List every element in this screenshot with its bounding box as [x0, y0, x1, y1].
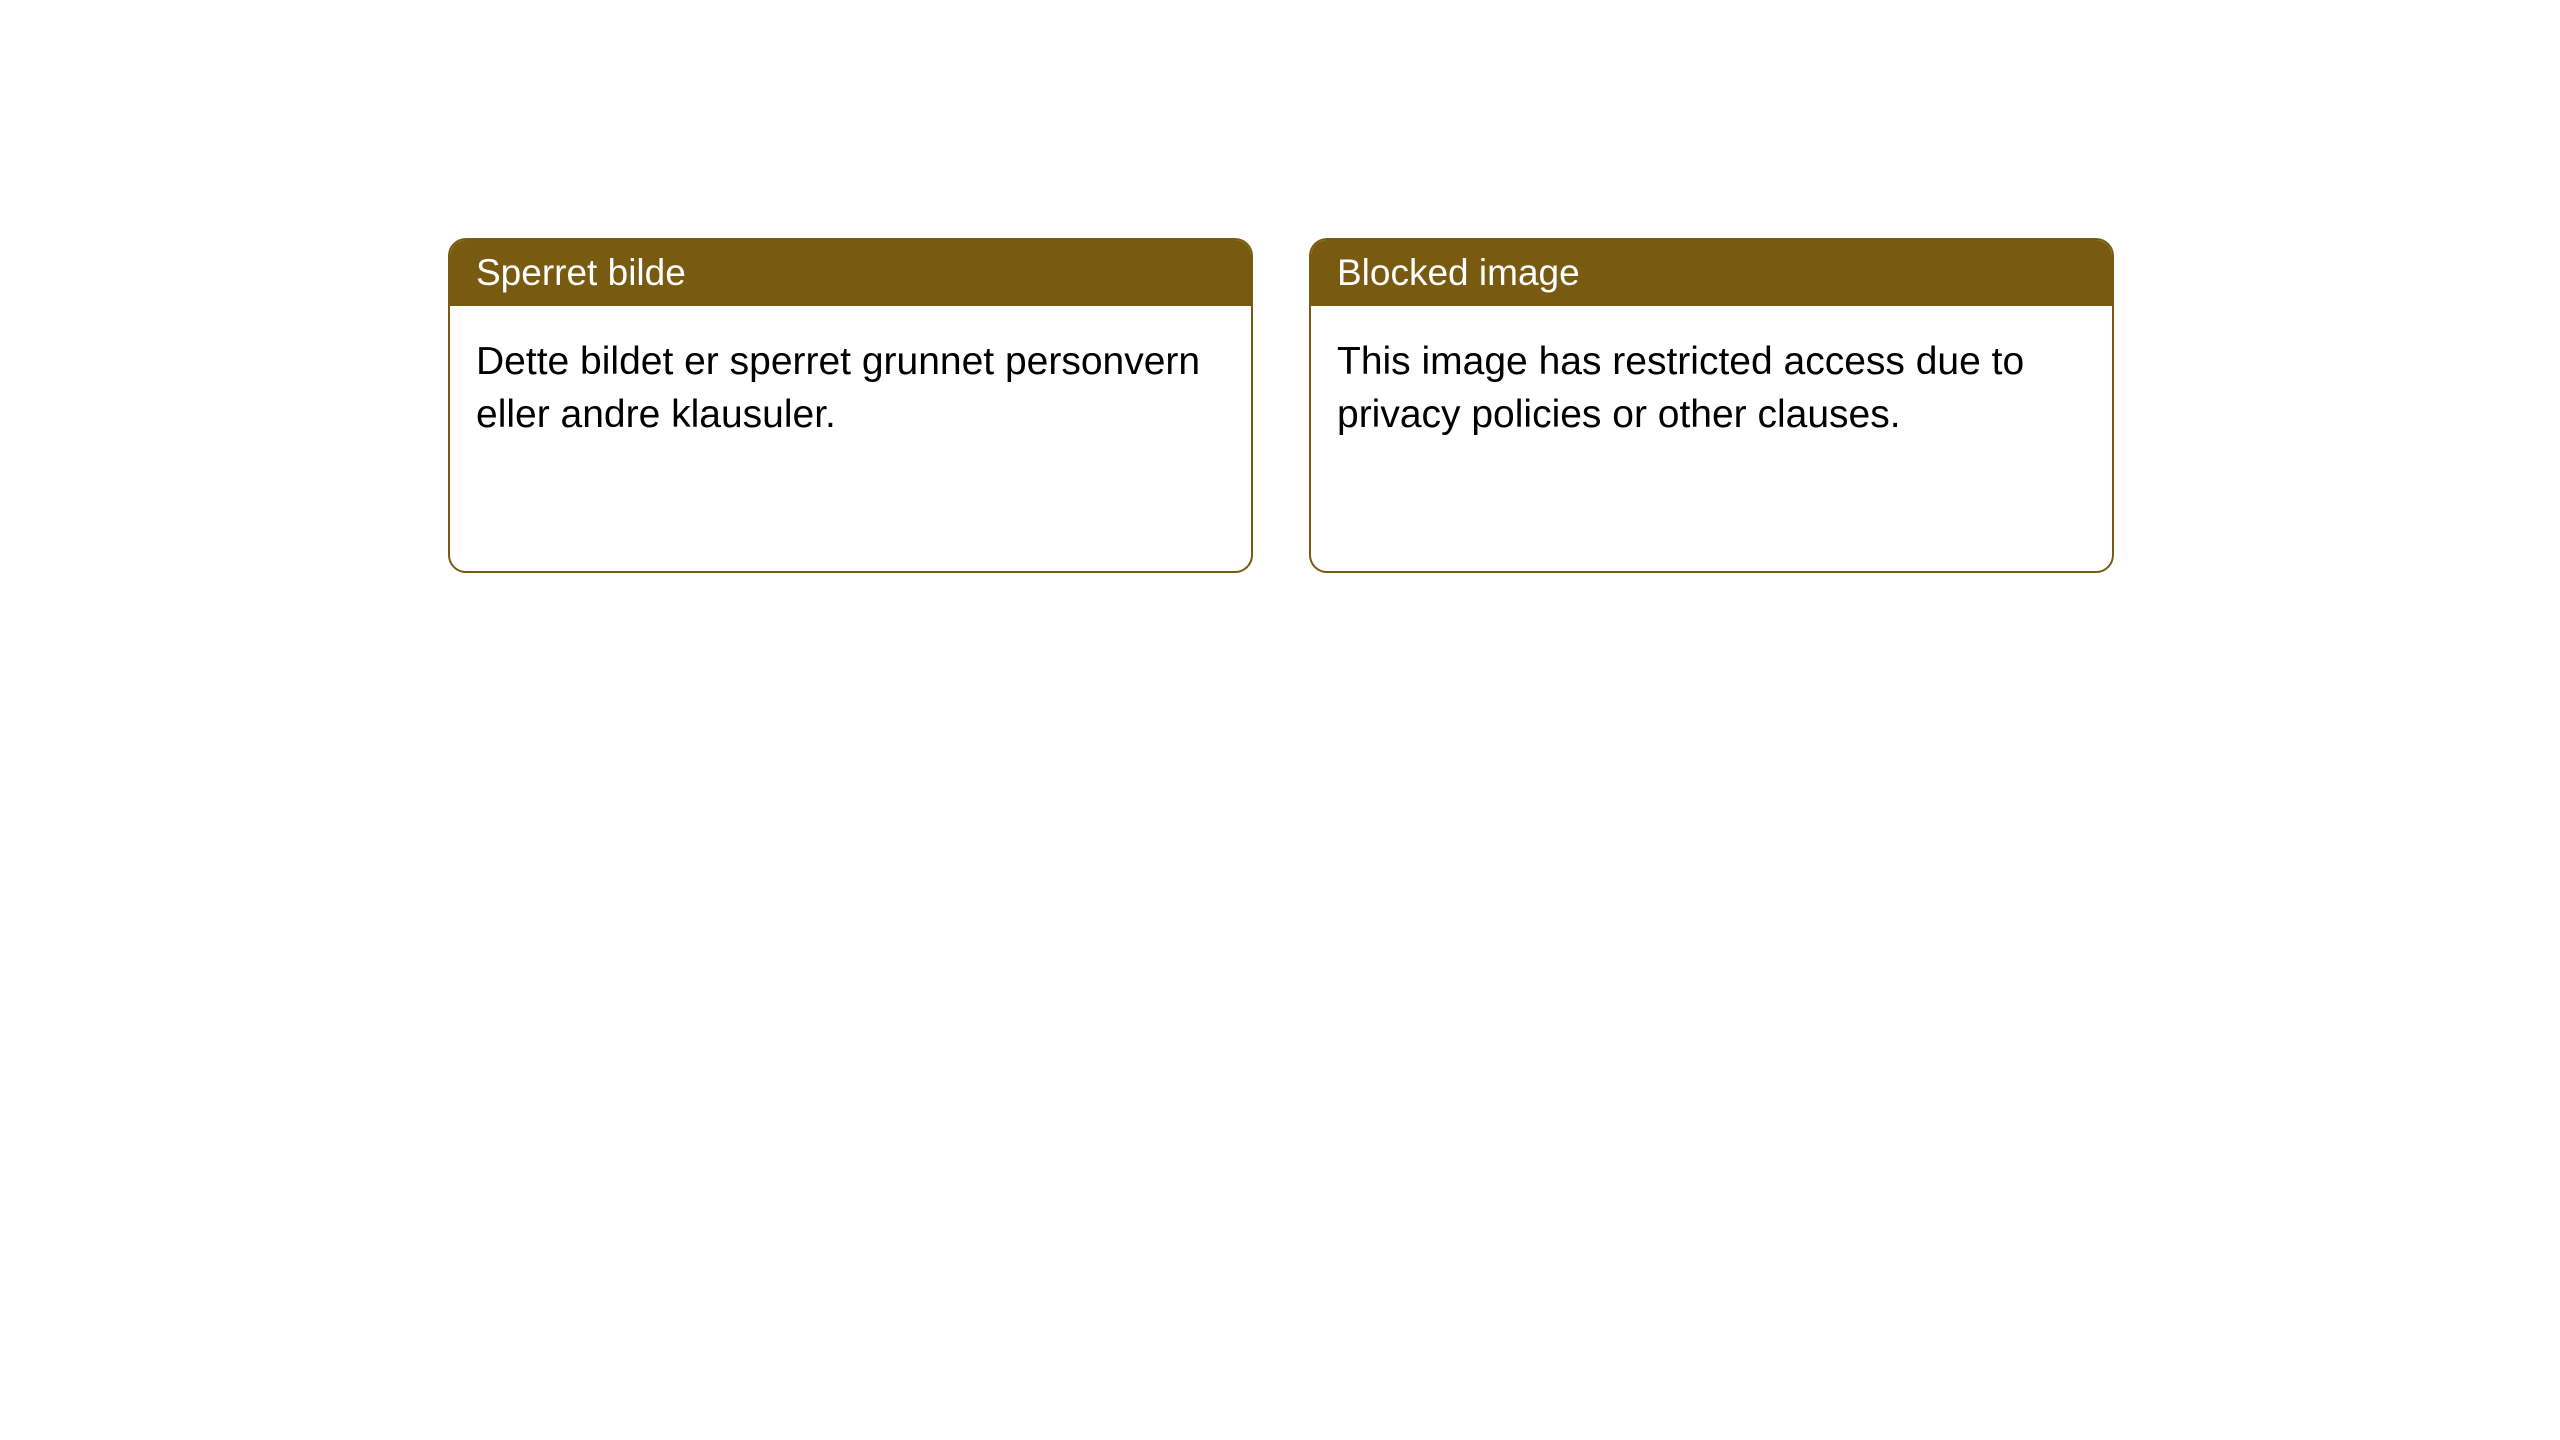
- cards-container: Sperret bilde Dette bildet er sperret gr…: [0, 0, 2560, 573]
- card-body-text: This image has restricted access due to …: [1337, 340, 2024, 436]
- blocked-image-card-en: Blocked image This image has restricted …: [1309, 238, 2114, 573]
- card-title: Blocked image: [1337, 252, 1580, 293]
- card-header: Blocked image: [1311, 240, 2112, 306]
- card-body: This image has restricted access due to …: [1311, 306, 2112, 471]
- card-header: Sperret bilde: [450, 240, 1251, 306]
- card-body: Dette bildet er sperret grunnet personve…: [450, 306, 1251, 471]
- blocked-image-card-no: Sperret bilde Dette bildet er sperret gr…: [448, 238, 1253, 573]
- card-body-text: Dette bildet er sperret grunnet personve…: [476, 340, 1200, 436]
- card-title: Sperret bilde: [476, 252, 686, 293]
